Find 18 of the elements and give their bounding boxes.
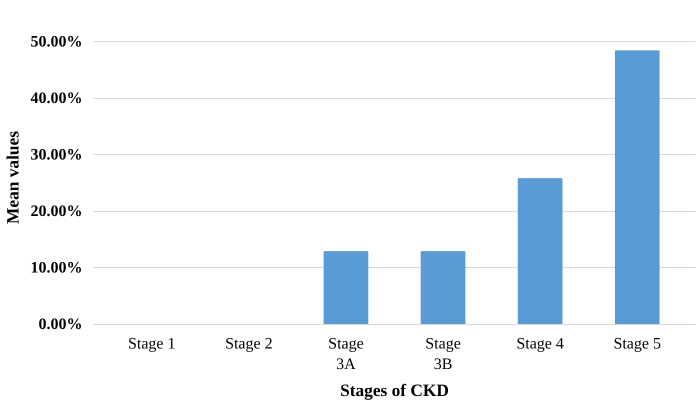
y-tick-label: 50.00% [30, 33, 82, 50]
y-tick-label: 20.00% [30, 202, 82, 220]
bar [420, 251, 466, 324]
y-tick-label: 40.00% [30, 90, 82, 107]
y-tick-label: 0.00% [38, 316, 82, 333]
x-tick-label: Stage 2 [225, 336, 273, 352]
x-tick-label: Stage 4 [516, 336, 564, 352]
bar [518, 178, 562, 324]
x-tick-label: Stage 1 [128, 336, 176, 352]
y-tick-label: 10.00% [30, 259, 82, 276]
x-tick-label: Stage 5 [613, 336, 662, 352]
bar [324, 251, 368, 324]
x-axis-title: Stages of CKD [340, 380, 449, 400]
x-tick-label: Stage 3B [425, 336, 461, 373]
x-tick-label: Stage 3A [328, 336, 364, 373]
y-tick-label: 30.00% [30, 146, 82, 164]
y-axis-title: Mean values [4, 130, 22, 224]
bar [614, 50, 660, 324]
